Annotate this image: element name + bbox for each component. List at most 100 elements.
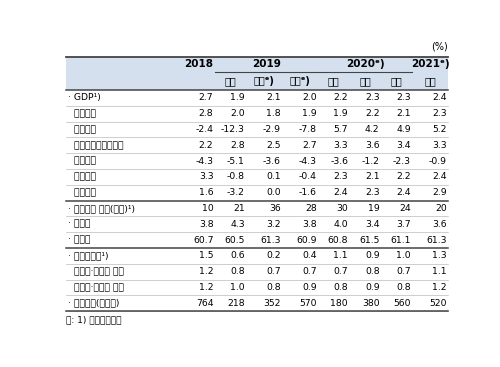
Text: 식료품·에너지 제외: 식료품·에너지 제외	[68, 267, 124, 276]
Text: 1.1: 1.1	[334, 251, 348, 260]
Text: 2.4: 2.4	[432, 94, 447, 102]
Text: 19: 19	[368, 204, 380, 213]
Text: 2.3: 2.3	[334, 172, 348, 181]
Text: 2.3: 2.3	[432, 109, 447, 118]
Text: · 경상수지(억달러): · 경상수지(억달러)	[68, 299, 119, 308]
Text: -0.9: -0.9	[429, 157, 447, 166]
Bar	[66, 295, 448, 311]
Text: 60.7: 60.7	[193, 236, 214, 244]
Text: 61.5: 61.5	[359, 236, 380, 244]
Text: 218: 218	[227, 299, 245, 308]
Text: -2.9: -2.9	[263, 125, 281, 134]
Text: 352: 352	[264, 299, 281, 308]
Text: 지식재산생산물투자: 지식재산생산물투자	[68, 141, 123, 150]
Text: 5.7: 5.7	[334, 125, 348, 134]
Text: 1.0: 1.0	[230, 283, 245, 292]
Bar	[66, 280, 448, 295]
Text: 60.5: 60.5	[224, 236, 245, 244]
Text: 2.5: 2.5	[266, 141, 281, 150]
Text: 연간: 연간	[424, 76, 436, 86]
Text: 1.0: 1.0	[396, 251, 411, 260]
Text: 2.1: 2.1	[365, 172, 380, 181]
Text: 3.6: 3.6	[365, 141, 380, 150]
Text: 0.7: 0.7	[334, 267, 348, 276]
Text: -0.4: -0.4	[298, 172, 316, 181]
Text: 2.2: 2.2	[396, 172, 411, 181]
Text: 2.3: 2.3	[365, 188, 380, 197]
Text: 1.9: 1.9	[302, 109, 316, 118]
Bar	[66, 138, 448, 153]
Text: · GDP¹): · GDP¹)	[68, 94, 100, 102]
Text: -5.1: -5.1	[227, 157, 245, 166]
Text: 10: 10	[202, 204, 213, 213]
Text: 2.3: 2.3	[396, 94, 411, 102]
Text: 3.6: 3.6	[432, 220, 447, 229]
Bar	[66, 106, 448, 122]
Text: 0.1: 0.1	[266, 172, 281, 181]
Text: 상반: 상반	[328, 76, 340, 86]
Text: 민간소비: 민간소비	[68, 109, 96, 118]
Text: 0.7: 0.7	[266, 267, 281, 276]
Bar	[66, 201, 448, 217]
Text: 2021ᵉ): 2021ᵉ)	[411, 59, 450, 69]
Text: 61.1: 61.1	[390, 236, 411, 244]
Text: 2.7: 2.7	[302, 141, 316, 150]
Text: 2.7: 2.7	[199, 94, 214, 102]
Bar	[66, 185, 448, 201]
Text: 1.2: 1.2	[199, 267, 214, 276]
Text: 하반ᵉ): 하반ᵉ)	[254, 76, 274, 86]
Text: 3.3: 3.3	[334, 141, 348, 150]
Text: 연간: 연간	[390, 76, 402, 86]
Bar	[66, 122, 448, 138]
Text: 2018: 2018	[184, 59, 214, 69]
Text: 건설투자: 건설투자	[68, 157, 96, 166]
Text: 3.3: 3.3	[199, 172, 214, 181]
Text: 764: 764	[196, 299, 214, 308]
Text: 0.7: 0.7	[302, 267, 316, 276]
Text: 상반: 상반	[224, 76, 236, 86]
Text: 3.4: 3.4	[365, 220, 380, 229]
Text: 0.8: 0.8	[266, 283, 281, 292]
Text: 1.5: 1.5	[199, 251, 214, 260]
Text: 36: 36	[269, 204, 281, 213]
Text: (%): (%)	[432, 41, 448, 51]
Text: -1.2: -1.2	[362, 157, 380, 166]
Text: 하반: 하반	[359, 76, 371, 86]
Bar	[66, 217, 448, 232]
Text: 520: 520	[430, 299, 447, 308]
Text: -7.8: -7.8	[298, 125, 316, 134]
Text: 4.0: 4.0	[334, 220, 348, 229]
Text: 상품수입: 상품수입	[68, 188, 96, 197]
Text: 연간ᵉ): 연간ᵉ)	[290, 76, 310, 86]
Text: -2.4: -2.4	[196, 125, 214, 134]
Text: 28: 28	[305, 204, 316, 213]
Text: 1.9: 1.9	[230, 94, 245, 102]
Text: 2.8: 2.8	[230, 141, 245, 150]
Text: 2.9: 2.9	[432, 188, 447, 197]
Text: · 고용률: · 고용률	[68, 236, 90, 244]
Text: 2.0: 2.0	[302, 94, 316, 102]
Text: 2.2: 2.2	[365, 109, 380, 118]
Text: 농산물·석유류 제외: 농산물·석유류 제외	[68, 283, 124, 292]
Text: 2020ᵉ): 2020ᵉ)	[346, 59, 385, 69]
Text: 1.9: 1.9	[334, 109, 348, 118]
Text: 0.2: 0.2	[266, 251, 281, 260]
Text: 20: 20	[435, 204, 447, 213]
Text: 1.8: 1.8	[266, 109, 281, 118]
Text: 2.8: 2.8	[199, 109, 214, 118]
Text: 상품수출: 상품수출	[68, 172, 96, 181]
Text: 61.3: 61.3	[260, 236, 281, 244]
Text: 주: 1) 전년동기대비: 주: 1) 전년동기대비	[66, 315, 122, 324]
Text: -3.2: -3.2	[227, 188, 245, 197]
Text: 0.9: 0.9	[365, 283, 380, 292]
Text: 2.1: 2.1	[396, 109, 411, 118]
Text: 24: 24	[399, 204, 411, 213]
Text: 2.4: 2.4	[396, 188, 411, 197]
Text: 1.2: 1.2	[199, 283, 214, 292]
Text: 30: 30	[336, 204, 348, 213]
Text: 0.8: 0.8	[396, 283, 411, 292]
Text: · 실업률: · 실업률	[68, 220, 90, 229]
Text: 2019: 2019	[252, 59, 280, 69]
Text: 3.4: 3.4	[396, 141, 411, 150]
Bar	[66, 248, 448, 264]
